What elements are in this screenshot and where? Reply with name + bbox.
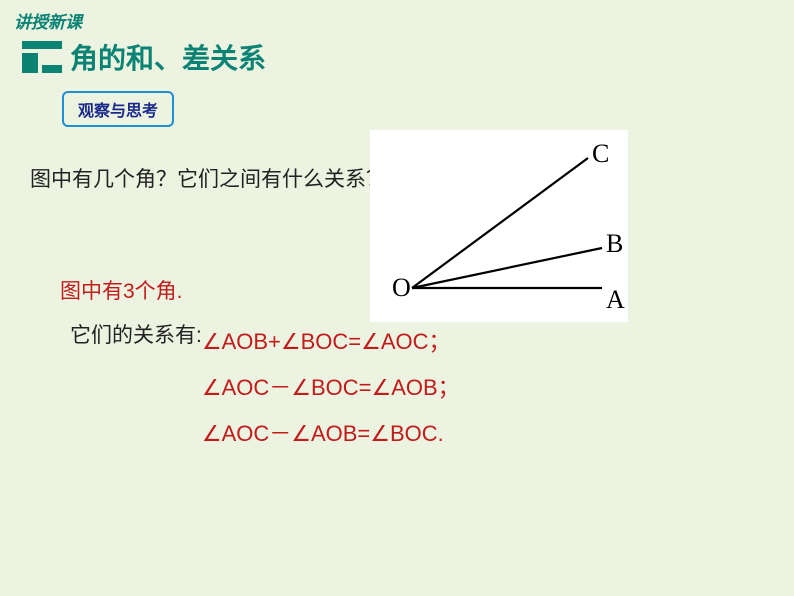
equation-2: ∠AOC－∠BOC=∠AOB； — [202, 365, 460, 411]
label-O: O — [392, 273, 411, 302]
title-icon — [22, 41, 62, 73]
title-text: 角的和、差关系 — [70, 37, 266, 77]
equation-block: ∠AOB+∠BOC=∠AOC； ∠AOC－∠BOC=∠AOB； ∠AOC－∠AO… — [202, 319, 460, 458]
header-label: 讲授新课 — [14, 13, 82, 32]
label-C: C — [592, 139, 609, 168]
answer-relations: 它们的关系有: ∠AOB+∠BOC=∠AOC； ∠AOC－∠BOC=∠AOB； … — [70, 319, 794, 458]
equation-1: ∠AOB+∠BOC=∠AOC； — [202, 319, 460, 365]
label-B: B — [606, 229, 623, 258]
label-A: A — [606, 285, 625, 314]
equation-3: ∠AOC－∠AOB=∠BOC. — [202, 411, 460, 457]
title-row: 角的和、差关系 — [0, 33, 794, 77]
angle-diagram: O A B C — [370, 130, 628, 322]
relation-label: 它们的关系有: — [70, 319, 202, 458]
observe-box: 观察与思考 — [62, 91, 174, 127]
header: 讲授新课 — [0, 0, 794, 33]
